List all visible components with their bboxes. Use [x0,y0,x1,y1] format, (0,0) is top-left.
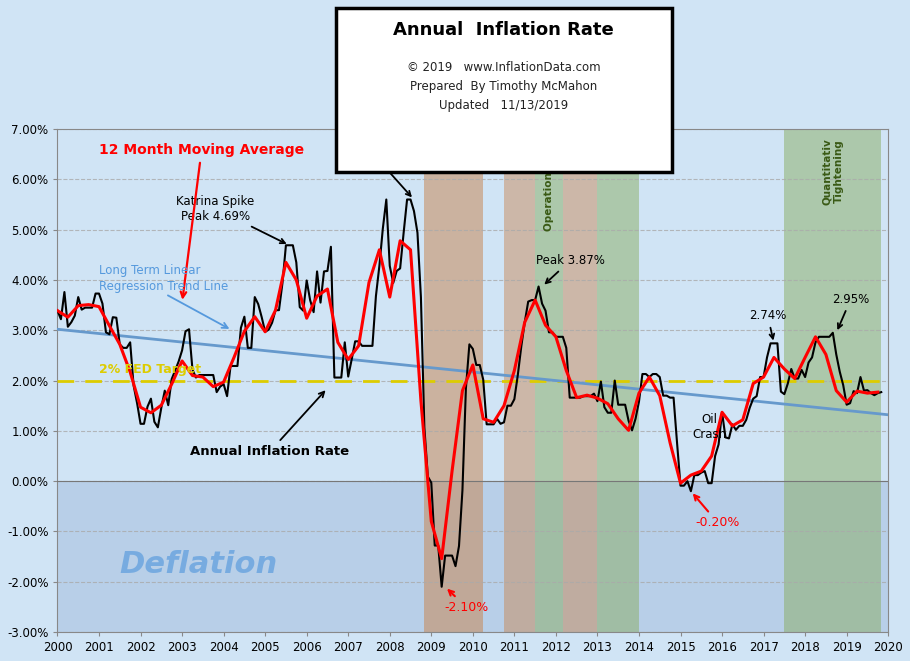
Text: Oil
Crash: Oil Crash [693,413,727,441]
Text: 2.74%: 2.74% [749,309,786,338]
Bar [57,481,888,632]
Text: 2.95%: 2.95% [832,293,869,329]
Text: QE3+: QE3+ [562,140,598,153]
Text: Katrina Spike
Peak 4.69%: Katrina Spike Peak 4.69% [177,194,285,243]
Bar [784,129,881,632]
Text: 2% FED Target: 2% FED Target [99,363,201,376]
Text: Taper: Taper [613,138,623,173]
Bar [504,129,535,632]
Text: QE1: QE1 [440,140,467,153]
Bar [535,129,563,632]
Bar [598,129,639,632]
Text: Oil
Peak 5.60%: Oil Peak 5.60% [335,136,410,196]
Text: -2.10%: -2.10% [444,590,489,614]
FancyBboxPatch shape [336,9,672,172]
Text: -0.20%: -0.20% [694,495,740,529]
Text: Annual Inflation Rate: Annual Inflation Rate [190,392,349,458]
Text: Operation Twist: Operation Twist [544,138,554,231]
Text: Annual  Inflation Rate: Annual Inflation Rate [393,21,614,39]
Text: Quantitativ
Tightening: Quantitativ Tightening [822,138,844,205]
Text: 12 Month Moving Average: 12 Month Moving Average [99,143,304,297]
Bar [563,129,598,632]
Bar [424,129,483,632]
Text: Long Term Linear
Regression Trend Line: Long Term Linear Regression Trend Line [99,264,228,293]
Text: © 2019   www.InflationData.com
Prepared  By Timothy McMahon
Updated   11/13/2019: © 2019 www.InflationData.com Prepared By… [407,61,601,112]
Text: QE2: QE2 [506,140,532,153]
Text: Deflation: Deflation [120,550,278,578]
Text: Peak 3.87%: Peak 3.87% [536,254,605,284]
